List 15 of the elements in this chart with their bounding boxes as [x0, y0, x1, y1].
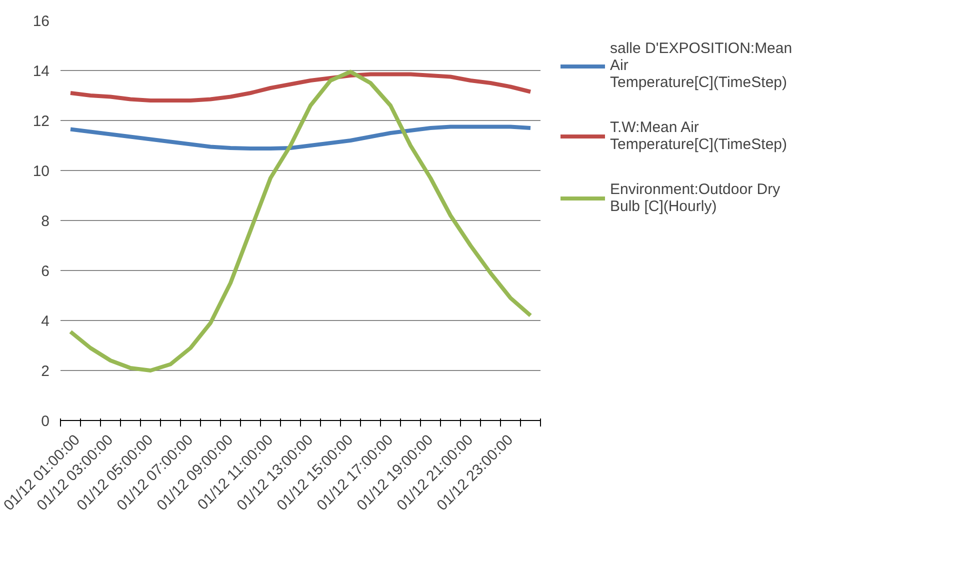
y-tick-label: 8 — [41, 213, 50, 230]
y-tick-label: 14 — [32, 63, 50, 80]
line-series — [68, 124, 532, 150]
legend-label: T.W:Mean Air Temperature[C](TimeStep) — [610, 119, 787, 153]
y-tick-label: 0 — [41, 413, 50, 430]
y-tick-label: 6 — [41, 263, 50, 280]
y-tick-label: 12 — [32, 113, 50, 130]
legend-label: salle D'EXPOSITION:Mean Air Temperature[C](TimeStep) — [610, 40, 792, 91]
legend-label: Environment:Outdoor Dry Bulb [C](Hourly) — [610, 181, 780, 215]
y-tick-label: 16 — [32, 13, 50, 30]
y-tick-label: 2 — [41, 363, 50, 380]
y-tick-label: 10 — [32, 163, 50, 180]
line-series — [68, 70, 532, 372]
y-tick-label: 4 — [41, 313, 50, 330]
line-series — [68, 72, 532, 102]
